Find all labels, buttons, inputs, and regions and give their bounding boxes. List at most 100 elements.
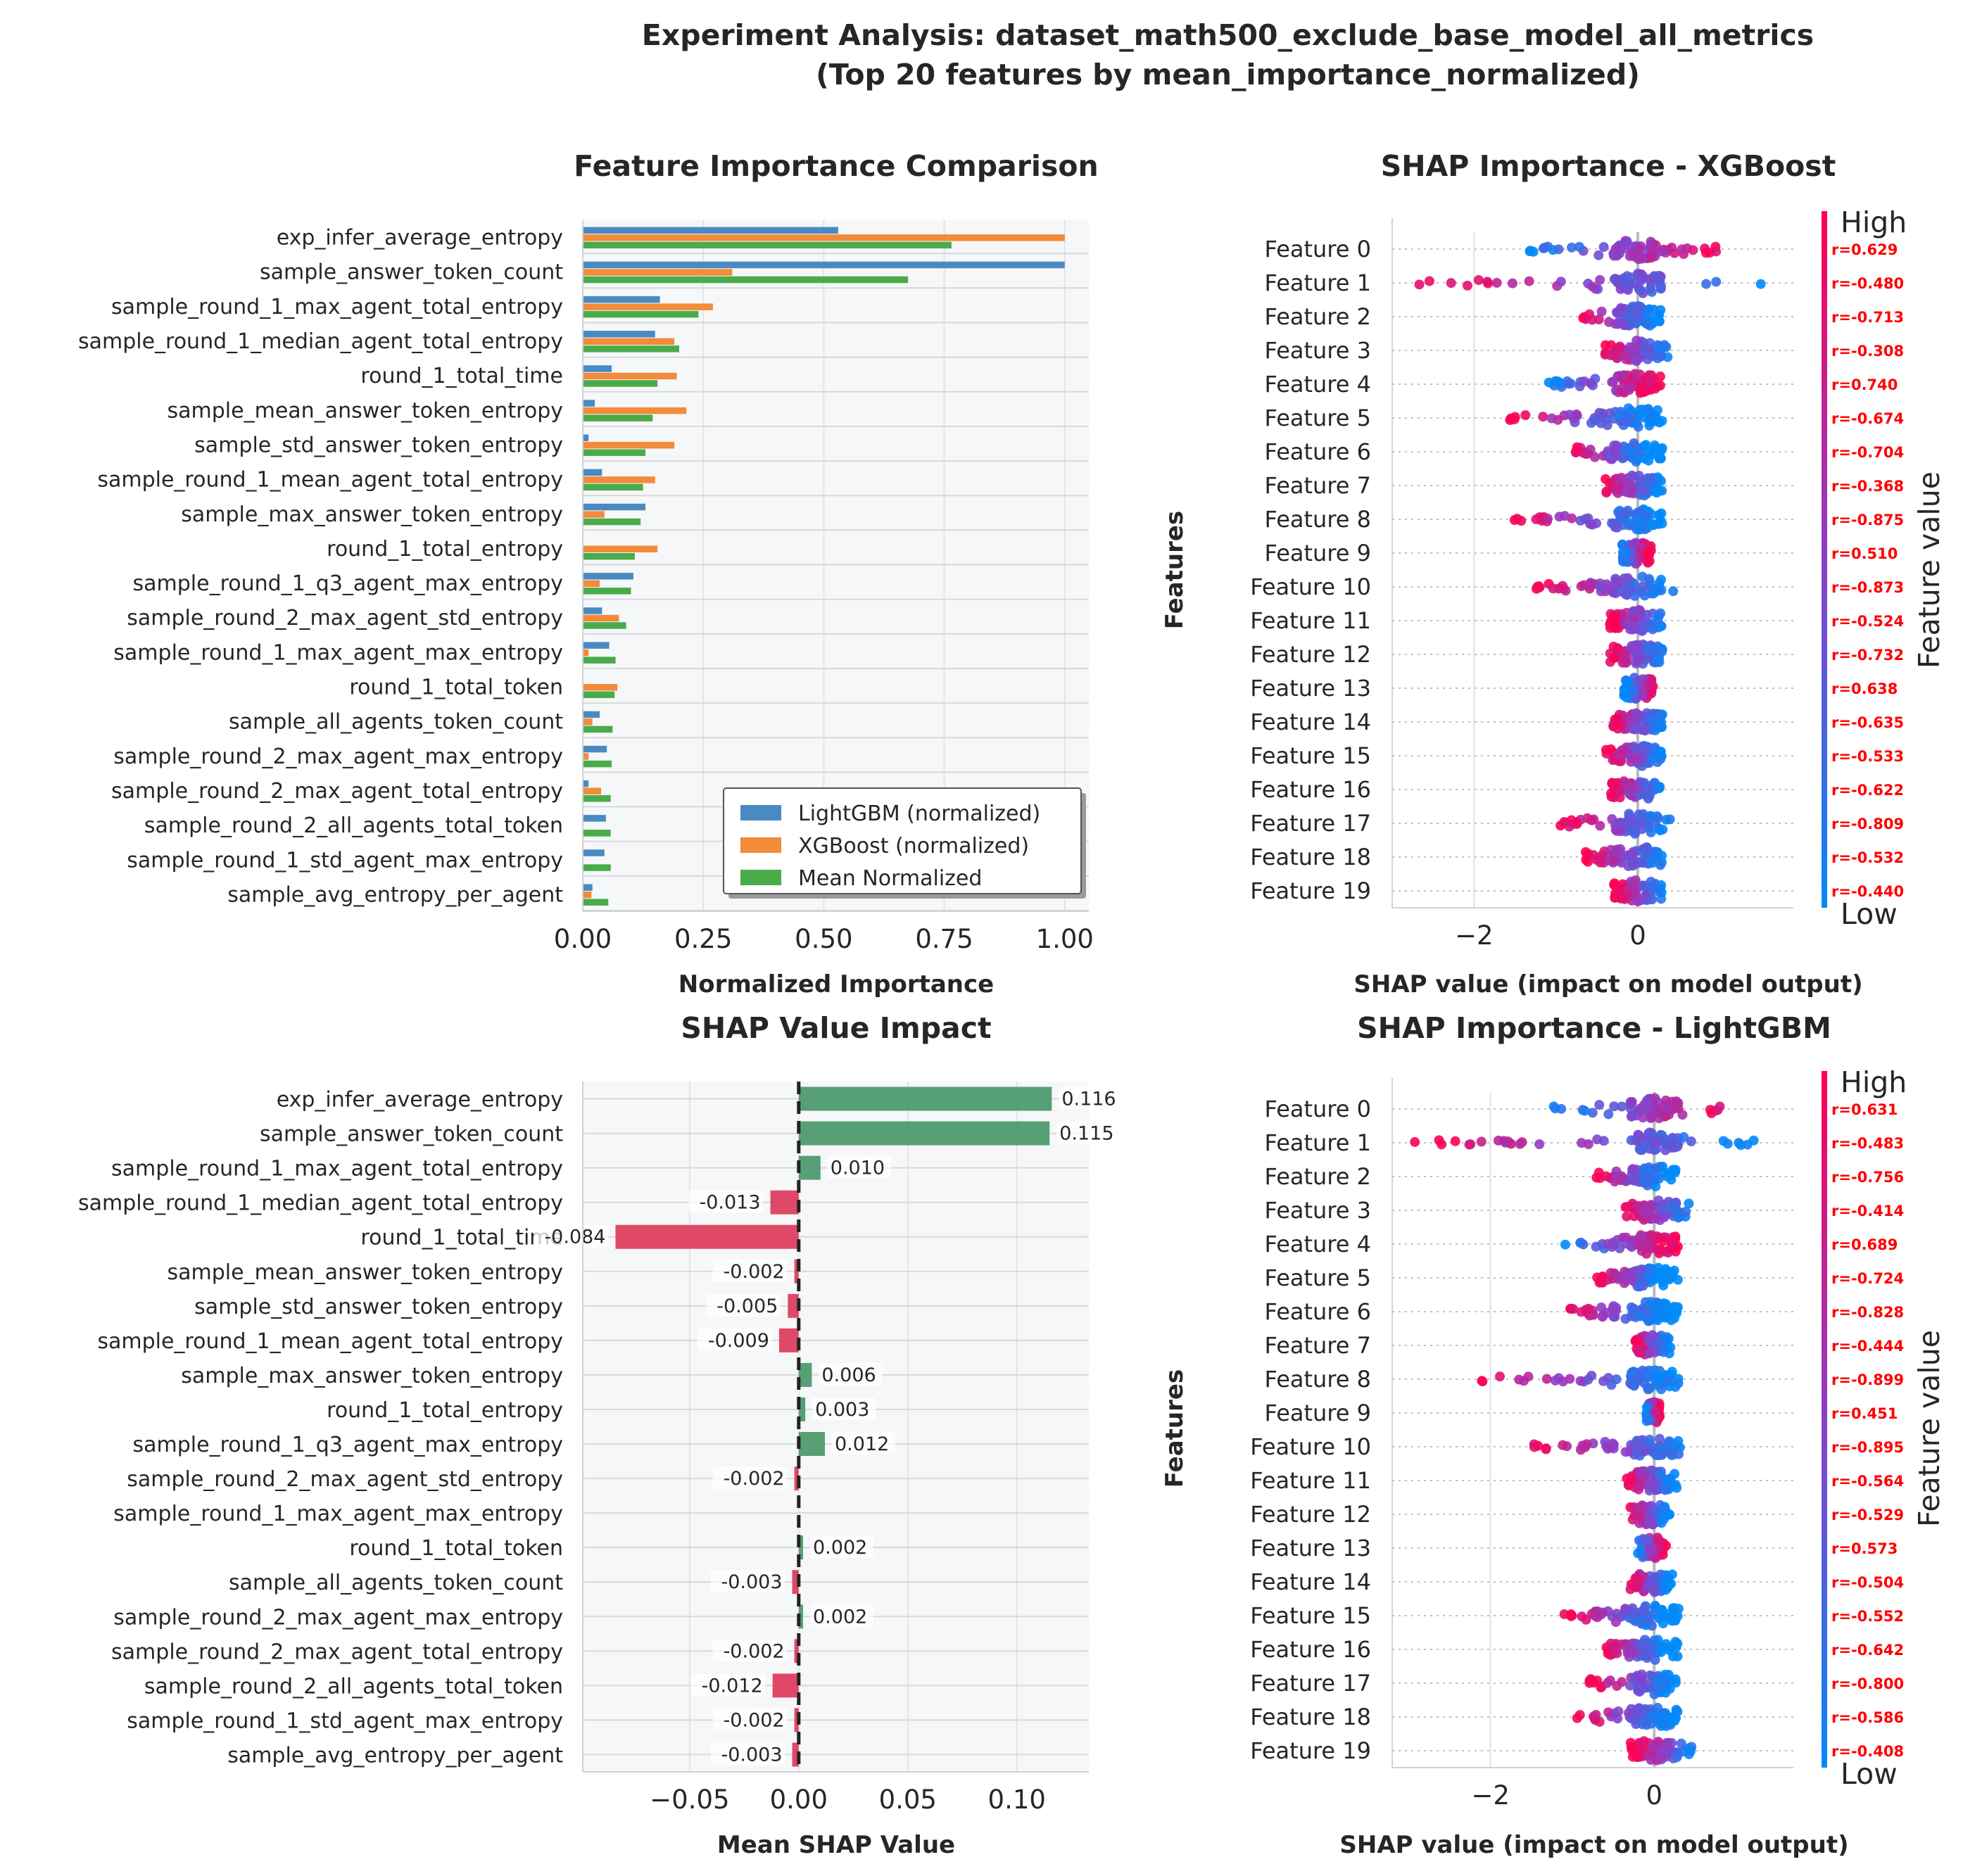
shap-point (1634, 471, 1644, 481)
y-tick-label: sample_mean_answer_token_entropy (168, 1260, 563, 1285)
shap-point (1628, 1647, 1639, 1658)
shap-point (1624, 480, 1634, 490)
shap-point (1586, 815, 1597, 825)
y-tick-label: sample_round_1_max_agent_max_entropy (113, 1502, 563, 1526)
bar-xgboost (583, 476, 655, 483)
shap-point (1621, 1238, 1631, 1249)
shap-point (1633, 642, 1643, 652)
shap-point (1655, 1470, 1666, 1481)
shap-point (1491, 277, 1502, 288)
shap-point (1663, 1576, 1674, 1587)
shap-point (1620, 508, 1631, 519)
shap-point (1610, 486, 1621, 496)
shap-point (1665, 814, 1675, 825)
correlation-label: r=-0.899 (1831, 1371, 1904, 1388)
shap-point (1627, 1275, 1637, 1286)
shap-point (1626, 1135, 1636, 1146)
bar-xgboost (583, 338, 675, 346)
data-label-bg (832, 1432, 896, 1455)
bar-shap (788, 1293, 799, 1318)
y-tick-label: round_1_total_entropy (327, 1398, 563, 1423)
bar-shap (798, 1535, 804, 1560)
shap-point (1667, 1603, 1678, 1614)
y-tick-label: Feature 10 (1250, 573, 1371, 600)
x-axis-label-shap-xgboost: SHAP value (impact on model output) (1353, 970, 1862, 999)
shap-point (1712, 1105, 1723, 1115)
shap-point (1649, 486, 1660, 497)
shap-point (1446, 278, 1456, 289)
shap-point (1656, 1384, 1667, 1395)
shap-point (1612, 1648, 1622, 1659)
shap-point (1671, 1706, 1681, 1717)
bar-shap (798, 1604, 804, 1629)
x-tick-label: 0.25 (674, 924, 732, 954)
panel-title-shap-lightgbm: SHAP Importance - LightGBM (1357, 1011, 1831, 1045)
shap-point (1587, 281, 1598, 292)
shap-point (1641, 1720, 1652, 1730)
shap-point (1622, 1201, 1633, 1212)
y-tick-label: Feature 9 (1265, 1400, 1371, 1426)
data-label-bg (712, 1639, 788, 1662)
shap-point (1660, 1687, 1671, 1698)
data-label-bg (697, 1328, 772, 1351)
shap-point (1610, 576, 1621, 586)
bar-mean (583, 310, 699, 318)
data-label: -0.084 (544, 1227, 605, 1248)
shap-point (1507, 278, 1517, 289)
y-tick-label: Feature 9 (1265, 540, 1371, 566)
shap-point (1609, 878, 1620, 889)
shap-point (1568, 1304, 1579, 1314)
shap-point (1563, 379, 1574, 389)
shap-point (1645, 1479, 1655, 1490)
y-tick-label: Feature 19 (1250, 877, 1371, 904)
correlation-label: r=-0.586 (1831, 1709, 1904, 1726)
shap-point (1644, 1348, 1655, 1359)
shap-point (1594, 1277, 1605, 1288)
y-tick-label: round_1_total_entropy (327, 537, 563, 562)
y-tick-label: sample_all_agents_token_count (229, 710, 563, 735)
correlation-label: r=-0.674 (1831, 410, 1904, 427)
x-tick-label: 0 (1646, 1780, 1662, 1811)
y-tick-label: sample_round_1_max_agent_total_entropy (111, 295, 563, 319)
bar-mean (583, 725, 613, 733)
data-label-bg (810, 1535, 874, 1559)
shap-point (1617, 1101, 1627, 1112)
y-axis-label-shap-lightgbm: Features (1161, 1369, 1189, 1488)
bar-shap (794, 1259, 799, 1284)
data-label-bg (534, 1224, 609, 1248)
bar-lightgbm (583, 469, 602, 476)
shap-point (1647, 1465, 1658, 1476)
shap-point (1655, 476, 1666, 486)
y-tick-label: sample_answer_token_count (260, 260, 563, 285)
shap-point (1596, 850, 1607, 861)
y-tick-label: sample_round_1_median_agent_total_entrop… (78, 1191, 563, 1216)
shap-point (1473, 275, 1484, 286)
bar-mean (583, 794, 611, 802)
shap-point (1648, 1519, 1658, 1530)
data-label-bg (712, 1708, 788, 1731)
data-label-bg (1056, 1121, 1121, 1144)
data-label: -0.002 (724, 1640, 785, 1662)
shap-point (1622, 1211, 1632, 1222)
shap-point (1634, 1348, 1644, 1358)
shap-point (1654, 1113, 1665, 1124)
y-tick-label: sample_avg_entropy_per_agent (227, 1743, 563, 1768)
shap-point (1601, 744, 1611, 755)
shap-point (1622, 816, 1632, 827)
y-tick-label: Feature 7 (1265, 472, 1371, 499)
shap-point (1655, 283, 1666, 293)
shap-point (1658, 1236, 1669, 1246)
shap-point (1681, 1206, 1691, 1217)
shap-point (1669, 1265, 1679, 1276)
shap-point (1620, 1314, 1631, 1324)
shap-point (1620, 684, 1631, 695)
shap-point (1583, 1374, 1593, 1385)
bar-lightgbm (583, 745, 607, 753)
shap-point (1596, 306, 1607, 317)
shap-point (1541, 1374, 1552, 1384)
x-tick-label: 0.00 (770, 1785, 828, 1815)
bar-shap (798, 1362, 812, 1387)
y-tick-label: round_1_total_time (360, 1226, 563, 1250)
data-label: 0.002 (813, 1606, 867, 1628)
x-tick-label: 1.00 (1036, 924, 1094, 954)
